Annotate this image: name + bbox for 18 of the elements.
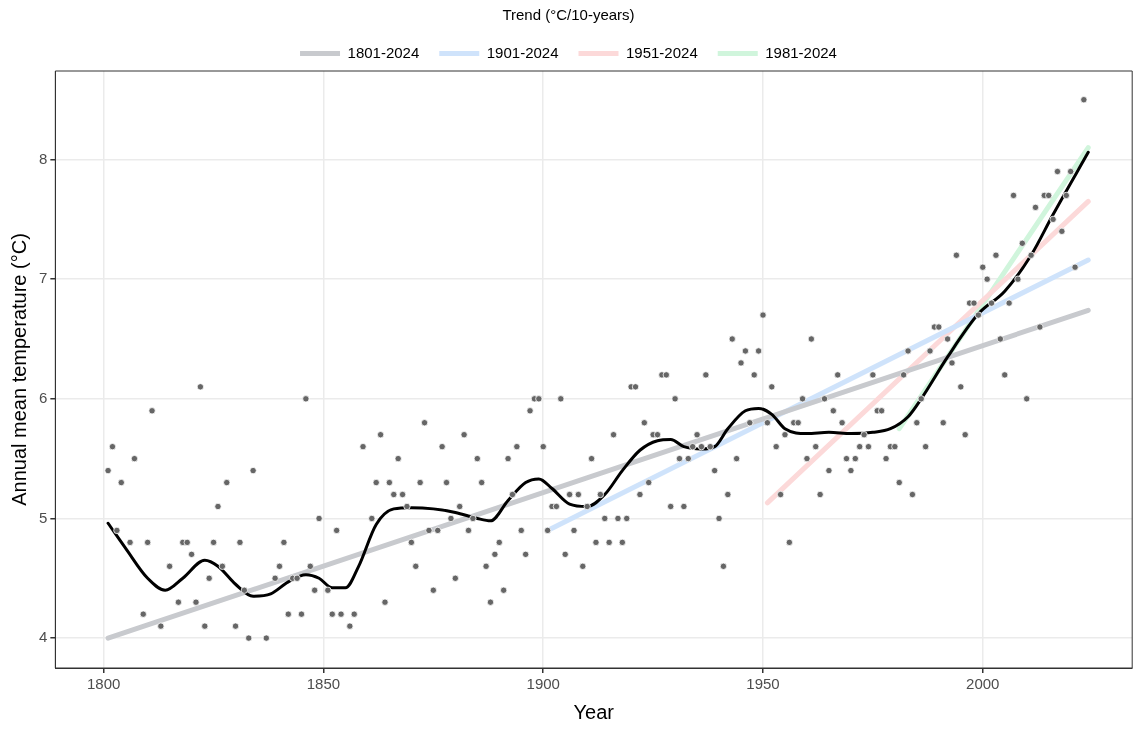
y-tick-label: 5: [39, 508, 48, 526]
y-tick-label: 8: [39, 149, 48, 167]
y-tick-label: 7: [39, 269, 48, 287]
line-series: [106, 150, 1090, 598]
y-tick-label: 4: [39, 628, 48, 646]
y-tick-label: 6: [39, 388, 48, 406]
x-tick-label: 1900: [526, 675, 560, 693]
x-tick-label: 1800: [87, 675, 121, 693]
y-axis-title: Annual mean temperature (°C): [7, 233, 30, 506]
x-tick-label: 1850: [306, 675, 341, 693]
legend-label: 1951-2024: [626, 43, 698, 61]
legend-label: 1901-2024: [486, 43, 559, 61]
legend-label: 1801-2024: [347, 43, 420, 61]
x-tick-label: 1950: [746, 675, 780, 693]
x-tick-label: 2000: [966, 675, 1000, 693]
x-axis-title: Year: [573, 700, 615, 723]
legend-label: 1981-2024: [765, 43, 837, 61]
legend-title: Trend (°C/10-years): [502, 5, 635, 23]
